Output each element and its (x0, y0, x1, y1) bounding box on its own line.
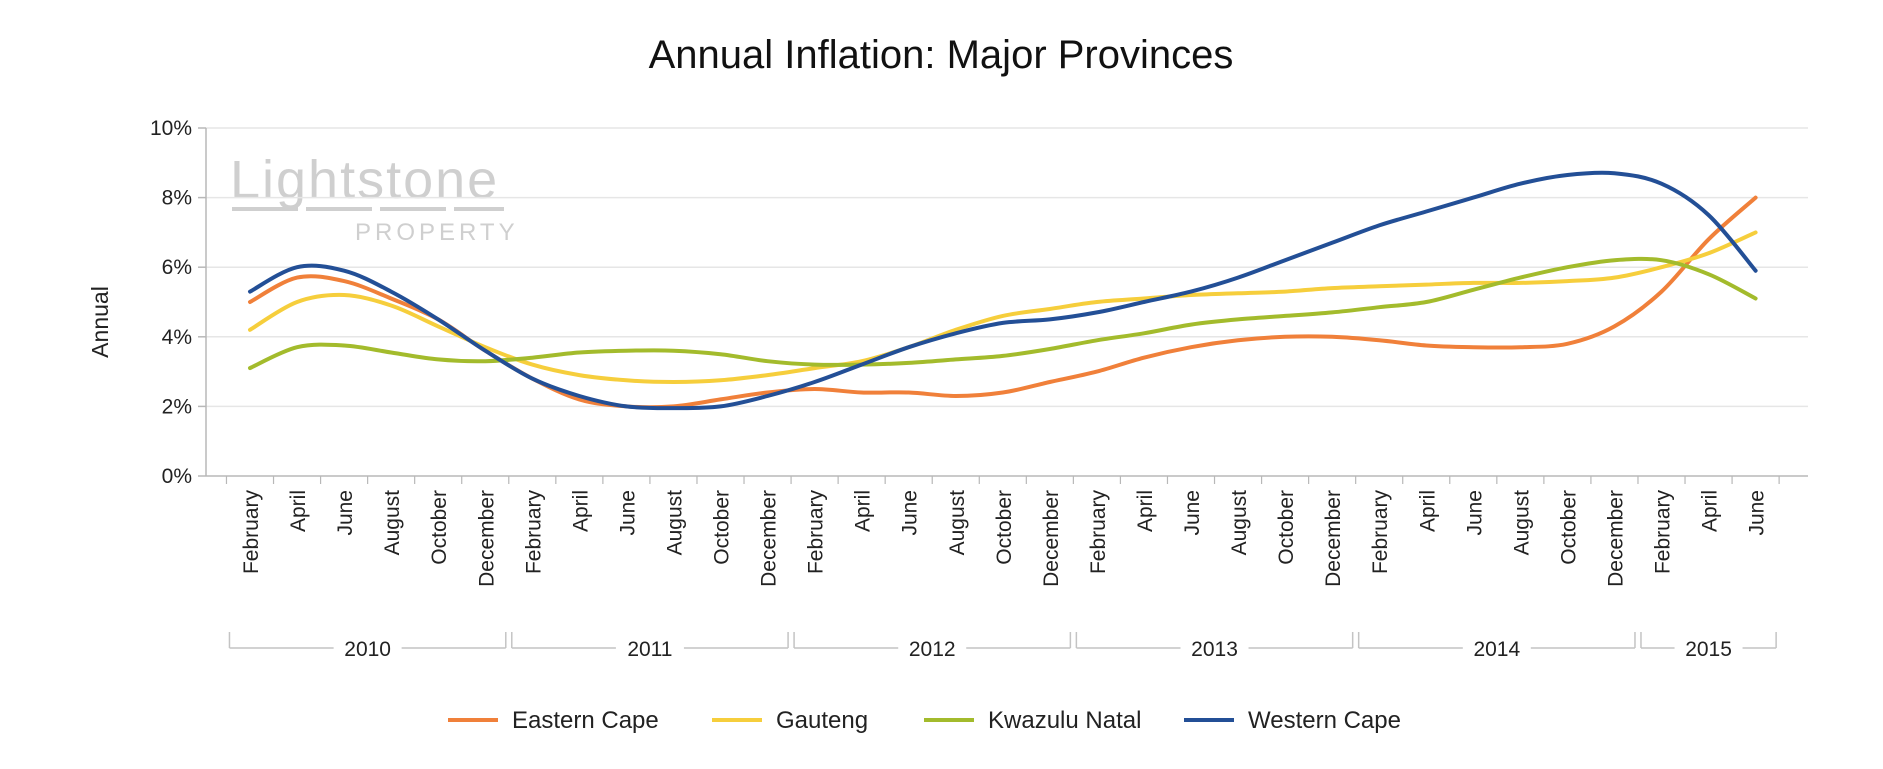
x-tick-label: August (946, 490, 969, 556)
x-tick-label: June (899, 490, 922, 536)
x-tick-label: August (1510, 490, 1533, 556)
x-tick-label: October (1557, 490, 1580, 565)
y-tick-label: 10% (150, 117, 192, 140)
year-label: 2013 (1191, 638, 1238, 661)
year-label: 2010 (344, 638, 391, 661)
y-tick-label: 6% (162, 256, 192, 279)
y-tick-label: 4% (162, 326, 192, 349)
x-tick-label: February (1087, 490, 1110, 575)
grid (206, 127, 1808, 477)
y-tick-label: 8% (162, 187, 192, 210)
series-line-western-cape (248, 170, 1758, 411)
x-tick-label: June (1746, 490, 1769, 536)
x-tick-label: December (475, 490, 498, 587)
x-tick-label: June (616, 490, 639, 536)
x-tick-label: December (1040, 490, 1063, 587)
x-tick-label: April (1416, 490, 1439, 532)
watermark-sub: PROPERTY (355, 219, 519, 246)
x-tick-label: April (1699, 490, 1722, 532)
series-lines (248, 170, 1758, 411)
x-tick-label: February (240, 490, 263, 575)
x-axis-ticks: February April June August October December Fe… (225, 476, 1780, 587)
y-tick-label: 0% (162, 465, 192, 488)
year-label: 2015 (1685, 638, 1732, 661)
x-tick-label: February (1369, 490, 1392, 575)
x-tick-label: June (334, 490, 357, 536)
x-tick-label: October (993, 490, 1016, 565)
legend-item-western-cape[interactable]: Western Cape (1184, 707, 1401, 734)
series-line-kwazulu-natal (248, 256, 1758, 371)
year-label: 2014 (1473, 638, 1520, 661)
x-tick-label: February (805, 490, 828, 575)
x-tick-label: August (381, 490, 404, 556)
year-groups: 2010 2011 2012 2013 2014 2015 (228, 632, 1777, 661)
x-tick-label: April (287, 490, 310, 532)
x-tick-label: February (522, 490, 545, 575)
x-tick-label: August (1228, 490, 1251, 556)
x-tick-label: October (711, 490, 734, 565)
x-tick-label: June (1463, 490, 1486, 536)
x-tick-label: October (1275, 490, 1298, 565)
x-tick-label: April (1134, 490, 1157, 532)
y-axis-ticks: 0% 2% 4% 6% 8% 10% (150, 117, 207, 488)
legend: Eastern Cape Gauteng Kwazulu Natal Western … (448, 707, 1401, 734)
legend-item-eastern-cape[interactable]: Eastern Cape (448, 707, 659, 734)
legend-label: Gauteng (776, 707, 868, 734)
year-label: 2012 (909, 638, 956, 661)
watermark-logo: Lightstone PROPERTY (230, 150, 519, 246)
x-tick-label: December (1322, 490, 1345, 587)
legend-item-kwazulu-natal[interactable]: Kwazulu Natal (924, 707, 1141, 734)
x-tick-label: February (1652, 490, 1675, 575)
x-tick-label: April (569, 490, 592, 532)
legend-label: Western Cape (1248, 707, 1401, 734)
year-label: 2011 (627, 638, 672, 661)
legend-label: Eastern Cape (512, 707, 659, 734)
y-axis-label: Annual (87, 286, 113, 358)
y-tick-label: 2% (162, 395, 192, 418)
x-tick-label: December (758, 490, 781, 587)
legend-label: Kwazulu Natal (988, 707, 1141, 734)
legend-item-gauteng[interactable]: Gauteng (712, 707, 868, 734)
x-tick-label: June (1181, 490, 1204, 536)
chart-title: Annual Inflation: Major Provinces (649, 33, 1234, 77)
watermark-brand: Lightstone (230, 150, 499, 210)
x-tick-label: December (1604, 490, 1627, 587)
x-tick-label: October (428, 490, 451, 565)
x-tick-label: August (663, 490, 686, 556)
x-tick-label: April (852, 490, 875, 532)
